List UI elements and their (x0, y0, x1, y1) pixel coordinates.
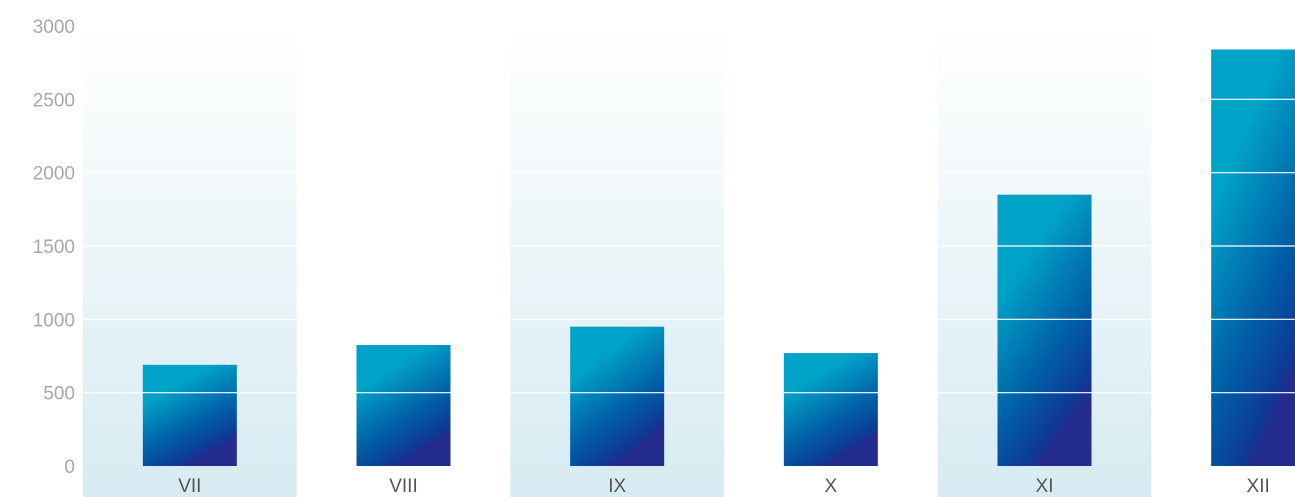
background-bands (83, 26, 1152, 497)
x-tick-label: VII (178, 476, 201, 497)
x-tick-label: IX (608, 476, 626, 497)
gridlines (83, 98, 1295, 394)
bar-vii (142, 364, 237, 466)
bar-xi (997, 194, 1092, 466)
y-tick-label: 2500 (33, 90, 75, 111)
y-tick-label: 2000 (33, 164, 75, 185)
bar-viii (356, 345, 451, 466)
x-tick-label: XI (1036, 476, 1054, 497)
y-tick-label: 1000 (33, 310, 75, 331)
bar-x (783, 353, 878, 466)
y-tick-label: 500 (43, 384, 75, 405)
y-axis-ticks: 0 500 1000 1500 2000 2500 3000 (33, 17, 75, 478)
x-axis-labels: VII VIII IX X XI XII (178, 476, 1270, 497)
y-tick-label: 0 (64, 457, 75, 478)
bar-xii (1211, 49, 1295, 466)
x-tick-label: X (824, 476, 837, 497)
x-tick-label: VIII (389, 476, 418, 497)
y-tick-label: 1500 (33, 237, 75, 258)
bar-ix (570, 326, 665, 466)
y-tick-label: 3000 (33, 17, 75, 38)
bars (142, 49, 1295, 466)
x-tick-label: XII (1247, 476, 1270, 497)
